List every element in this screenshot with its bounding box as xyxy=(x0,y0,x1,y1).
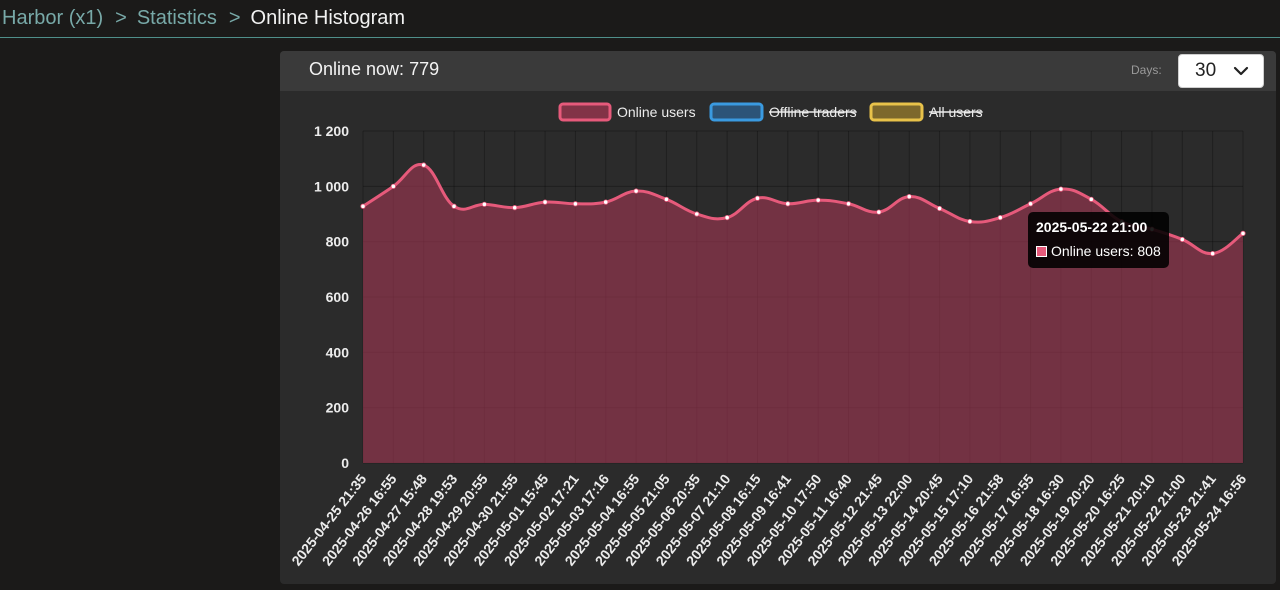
data-point[interactable] xyxy=(845,201,852,207)
data-point[interactable] xyxy=(633,188,639,194)
histogram-panel: Online now: 779 Days: 30 0 200 400 600 800 1 … xyxy=(280,51,1276,584)
data-point[interactable] xyxy=(512,205,518,211)
breadcrumb-statistics-link[interactable]: Statistics xyxy=(136,7,217,29)
online-now-value: 779 xyxy=(409,59,440,79)
data-point[interactable] xyxy=(1240,230,1246,236)
data-point[interactable] xyxy=(694,211,700,217)
panel-header: Online now: 779 Days: 30 xyxy=(280,51,1276,91)
data-point[interactable] xyxy=(997,214,1003,221)
breadcrumb-separator: > xyxy=(228,7,241,29)
data-point[interactable] xyxy=(967,218,973,225)
days-select-value: 30 xyxy=(1195,60,1217,81)
data-point[interactable] xyxy=(481,201,487,207)
data-point[interactable] xyxy=(1088,196,1094,202)
page-title: Online Histogram xyxy=(250,7,406,29)
data-point[interactable] xyxy=(936,205,943,212)
tooltip-swatch xyxy=(1036,246,1047,257)
y-tick-label: 0 xyxy=(341,455,349,471)
online-users-area xyxy=(363,164,1243,463)
data-point[interactable] xyxy=(815,197,821,203)
data-point[interactable] xyxy=(1210,250,1216,257)
y-tick-label: 1 200 xyxy=(314,123,349,139)
online-now: Online now: 779 xyxy=(309,59,439,80)
chevron-down-icon xyxy=(1233,63,1249,85)
breadcrumb: Harbor (x1) > Statistics > Online Histog… xyxy=(0,0,1280,38)
y-tick-label: 600 xyxy=(326,289,350,305)
breadcrumb-root-link[interactable]: Harbor (x1) xyxy=(2,7,104,29)
y-tick-label: 1 000 xyxy=(314,178,349,194)
data-point[interactable] xyxy=(603,199,609,205)
days-select[interactable]: 30 xyxy=(1178,54,1264,88)
y-tick-label: 800 xyxy=(326,234,350,250)
data-point[interactable] xyxy=(876,209,882,215)
chart-tooltip: 2025-05-22 21:00 Online users: 808 xyxy=(1028,212,1169,268)
data-point[interactable] xyxy=(906,193,912,200)
breadcrumb-separator: > xyxy=(115,7,127,29)
data-point[interactable] xyxy=(451,203,457,209)
y-tick-label: 400 xyxy=(326,344,350,360)
online-users-line xyxy=(362,162,1244,256)
data-point[interactable] xyxy=(1058,186,1064,192)
data-point[interactable] xyxy=(1179,236,1185,243)
tooltip-series: Online users xyxy=(1051,243,1130,259)
data-point[interactable] xyxy=(663,196,670,202)
days-label: Days: xyxy=(1131,63,1162,77)
data-point[interactable] xyxy=(390,183,396,189)
legend-swatch[interactable] xyxy=(709,102,764,122)
tooltip-body: Online users: 808 xyxy=(1051,243,1161,259)
legend-swatch[interactable] xyxy=(869,102,924,122)
legend-swatch[interactable] xyxy=(558,102,612,122)
data-point[interactable] xyxy=(724,214,730,221)
legend-label[interactable]: Online users xyxy=(617,104,696,120)
y-tick-label: 200 xyxy=(326,400,350,416)
online-now-label: Online now: xyxy=(309,59,405,79)
data-point[interactable] xyxy=(754,195,761,201)
tooltip-value: 808 xyxy=(1137,243,1161,259)
data-point[interactable] xyxy=(360,203,366,209)
data-point[interactable] xyxy=(542,199,548,205)
data-point[interactable] xyxy=(1027,201,1034,207)
data-point[interactable] xyxy=(785,201,791,207)
data-point[interactable] xyxy=(421,162,427,168)
tooltip-title: 2025-05-22 21:00 xyxy=(1036,219,1148,235)
data-point[interactable] xyxy=(572,201,579,207)
